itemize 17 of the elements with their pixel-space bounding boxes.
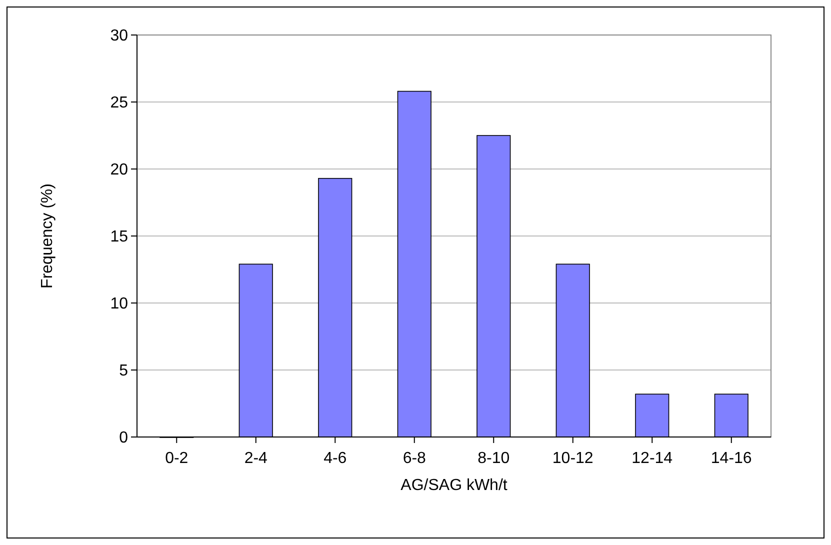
x-axis-title: AG/SAG kWh/t: [400, 477, 508, 494]
y-tick-label: 15: [110, 228, 128, 246]
x-tick-label: 12-14: [632, 450, 673, 467]
x-tick-label: 8-10: [478, 450, 510, 467]
y-tick-label: 20: [110, 162, 128, 179]
y-tick-label: 10: [110, 296, 128, 313]
y-tick-label: 5: [119, 362, 128, 380]
x-tick-label: 10-12: [552, 450, 594, 467]
y-axis-title: Frequency (%): [39, 184, 56, 288]
x-tick-label: 2-4: [244, 450, 268, 467]
x-tick-label: 14-16: [710, 450, 752, 467]
y-tick-label: 30: [110, 28, 128, 45]
y-tick-label: 0: [119, 430, 128, 447]
x-tick-label: 0-2: [165, 450, 188, 467]
x-tick-label: 6-8: [402, 450, 426, 467]
y-tick-label: 25: [110, 94, 128, 112]
x-tick-label: 4-6: [324, 450, 347, 467]
